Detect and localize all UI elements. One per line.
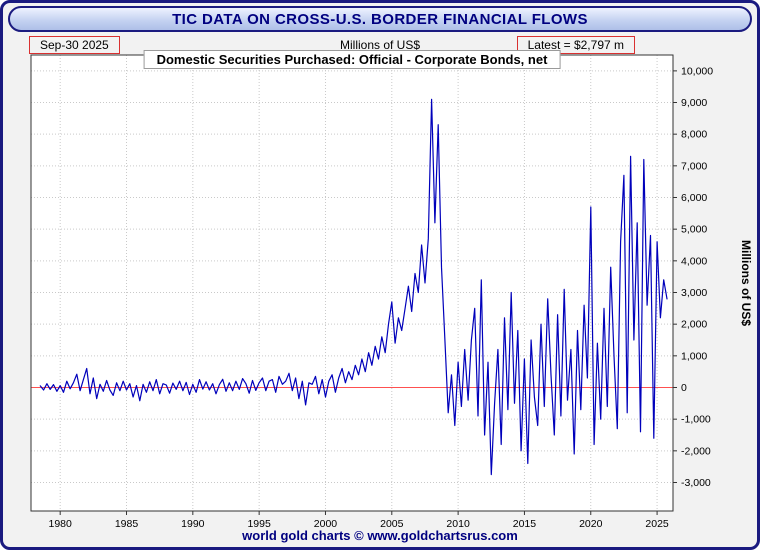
svg-text:8,000: 8,000 bbox=[681, 129, 707, 141]
svg-text:1990: 1990 bbox=[181, 518, 205, 530]
svg-text:7,000: 7,000 bbox=[681, 160, 707, 172]
svg-text:2005: 2005 bbox=[380, 518, 404, 530]
y-axis-title-container: Millions of US$ bbox=[739, 55, 753, 511]
svg-text:0: 0 bbox=[681, 382, 687, 394]
svg-text:-2,000: -2,000 bbox=[681, 445, 711, 457]
chart-title: Domestic Securities Purchased: Official … bbox=[143, 50, 561, 69]
svg-text:2015: 2015 bbox=[513, 518, 537, 530]
svg-text:6,000: 6,000 bbox=[681, 192, 707, 204]
svg-text:4,000: 4,000 bbox=[681, 255, 707, 267]
footer-credit: world gold charts © www.goldchartsrus.co… bbox=[242, 528, 518, 543]
latest-value-badge: Latest = $2,797 m bbox=[516, 36, 635, 54]
subheader-row: Sep-30 2025 Millions of US$ Latest = $2,… bbox=[3, 36, 757, 54]
svg-text:1985: 1985 bbox=[115, 518, 139, 530]
svg-text:3,000: 3,000 bbox=[681, 287, 707, 299]
svg-text:2025: 2025 bbox=[645, 518, 669, 530]
svg-text:5,000: 5,000 bbox=[681, 224, 707, 236]
date-label: Sep-30 2025 bbox=[29, 36, 120, 54]
y-axis-title: Millions of US$ bbox=[739, 239, 753, 326]
svg-text:-3,000: -3,000 bbox=[681, 477, 711, 489]
chart-plot: -3,000 -2,000 -1,000 0 1,000 2,000 3,000 4,000 5… bbox=[30, 54, 713, 530]
page-title: TIC DATA ON CROSS-U.S. BORDER FINANCIAL … bbox=[8, 6, 752, 32]
svg-text:2010: 2010 bbox=[446, 518, 470, 530]
svg-text:2020: 2020 bbox=[579, 518, 603, 530]
svg-text:1995: 1995 bbox=[247, 518, 271, 530]
svg-text:1980: 1980 bbox=[49, 518, 73, 530]
units-label: Millions of US$ bbox=[339, 38, 421, 52]
svg-text:2000: 2000 bbox=[314, 518, 338, 530]
svg-text:1,000: 1,000 bbox=[681, 350, 707, 362]
svg-text:9,000: 9,000 bbox=[681, 97, 707, 109]
svg-text:2,000: 2,000 bbox=[681, 319, 707, 331]
svg-text:10,000: 10,000 bbox=[681, 65, 713, 77]
svg-text:-1,000: -1,000 bbox=[681, 414, 711, 426]
